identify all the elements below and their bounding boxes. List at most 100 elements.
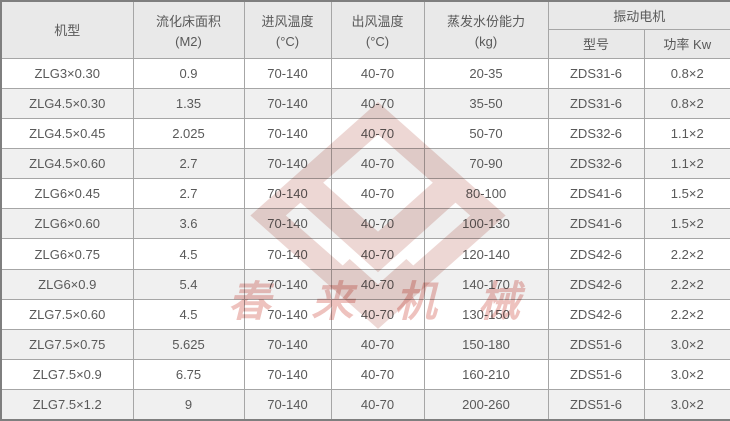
cell-motor-model: ZDS51-6 [547, 389, 645, 421]
cell-inlet-temp: 70-140 [243, 298, 332, 330]
table-row: ZLG4.5×0.45 2.025 70-140 40-70 50-70 ZDS… [0, 117, 730, 149]
cell-motor-model: ZDS32-6 [547, 117, 645, 149]
cell-inlet-temp: 70-140 [243, 208, 332, 240]
cell-bed-area: 2.025 [132, 117, 245, 149]
cell-outlet-temp: 40-70 [330, 238, 425, 270]
cell-model: ZLG3×0.30 [0, 57, 134, 89]
table-row: ZLG4.5×0.60 2.7 70-140 40-70 70-90 ZDS32… [0, 147, 730, 180]
cell-outlet-temp: 40-70 [330, 178, 425, 210]
cell-motor-power: 1.5×2 [643, 208, 730, 240]
cell-outlet-temp: 40-70 [330, 208, 425, 240]
col-header-outlet-temp-unit: (°C) [365, 33, 390, 49]
cell-bed-area: 5.625 [132, 328, 245, 361]
col-header-inlet-temp-unit: (°C) [275, 33, 300, 49]
cell-motor-power: 0.8×2 [643, 57, 730, 89]
cell-bed-area: 4.5 [132, 298, 245, 330]
table-body: ZLG3×0.30 0.9 70-140 40-70 20-35 ZDS31-6… [0, 57, 730, 421]
cell-inlet-temp: 70-140 [243, 117, 332, 149]
cell-evaporation: 120-140 [423, 238, 549, 270]
cell-motor-model: ZDS31-6 [547, 87, 645, 119]
cell-outlet-temp: 40-70 [330, 298, 425, 330]
cell-motor-power: 3.0×2 [643, 328, 730, 361]
cell-motor-model: ZDS42-6 [547, 238, 645, 270]
table-row: ZLG7.5×1.2 9 70-140 40-70 200-260 ZDS51-… [0, 389, 730, 421]
cell-bed-area: 0.9 [132, 57, 245, 89]
col-header-evaporation-label: 蒸发水份能力 [446, 13, 525, 29]
cell-motor-power: 1.1×2 [643, 147, 730, 180]
col-header-outlet-temp: 出风温度 (°C) [330, 0, 425, 59]
cell-motor-model: ZDS32-6 [547, 147, 645, 180]
table-row: ZLG6×0.75 4.5 70-140 40-70 120-140 ZDS42… [0, 238, 730, 270]
cell-motor-model: ZDS41-6 [547, 208, 645, 240]
cell-outlet-temp: 40-70 [330, 87, 425, 119]
table-row: ZLG7.5×0.60 4.5 70-140 40-70 130-150 ZDS… [0, 298, 730, 330]
col-header-vibration-motor: 振动电机 [547, 0, 730, 30]
cell-evaporation: 140-170 [423, 268, 549, 300]
cell-evaporation: 100-130 [423, 208, 549, 240]
col-header-motor-power: 功率 Kw [643, 28, 730, 59]
cell-model: ZLG7.5×0.60 [0, 298, 134, 330]
cell-motor-power: 2.2×2 [643, 268, 730, 300]
table-header: 机型 流化床面积 (M2) 进风温度 (°C) 出风温度 (°C) 蒸发水份能力… [0, 0, 730, 59]
cell-motor-power: 3.0×2 [643, 389, 730, 421]
col-header-evaporation: 蒸发水份能力 (kg) [423, 0, 549, 59]
cell-outlet-temp: 40-70 [330, 268, 425, 300]
cell-inlet-temp: 70-140 [243, 359, 332, 391]
cell-bed-area: 2.7 [132, 178, 245, 210]
cell-motor-model: ZDS51-6 [547, 359, 645, 391]
table-row: ZLG7.5×0.9 6.75 70-140 40-70 160-210 ZDS… [0, 359, 730, 391]
cell-inlet-temp: 70-140 [243, 238, 332, 270]
cell-bed-area: 1.35 [132, 87, 245, 119]
cell-evaporation: 50-70 [423, 117, 549, 149]
cell-inlet-temp: 70-140 [243, 268, 332, 300]
cell-outlet-temp: 40-70 [330, 389, 425, 421]
cell-outlet-temp: 40-70 [330, 328, 425, 361]
cell-model: ZLG6×0.9 [0, 268, 134, 300]
cell-model: ZLG7.5×0.9 [0, 359, 134, 391]
cell-model: ZLG6×0.60 [0, 208, 134, 240]
cell-motor-power: 1.5×2 [643, 178, 730, 210]
cell-motor-power: 1.1×2 [643, 117, 730, 149]
cell-motor-power: 2.2×2 [643, 298, 730, 330]
col-header-model: 机型 [0, 0, 134, 59]
cell-bed-area: 5.4 [132, 268, 245, 300]
cell-inlet-temp: 70-140 [243, 328, 332, 361]
table-row: ZLG4.5×0.30 1.35 70-140 40-70 35-50 ZDS3… [0, 87, 730, 119]
col-header-outlet-temp-label: 出风温度 [351, 13, 404, 29]
cell-motor-power: 3.0×2 [643, 359, 730, 391]
cell-motor-power: 2.2×2 [643, 238, 730, 270]
col-header-bed-area-unit: (M2) [175, 33, 202, 49]
cell-evaporation: 70-90 [423, 147, 549, 180]
cell-bed-area: 3.6 [132, 208, 245, 240]
cell-outlet-temp: 40-70 [330, 359, 425, 391]
cell-bed-area: 2.7 [132, 147, 245, 180]
col-header-model-label: 机型 [54, 23, 81, 39]
cell-inlet-temp: 70-140 [243, 147, 332, 180]
cell-evaporation: 200-260 [423, 389, 549, 421]
cell-bed-area: 4.5 [132, 238, 245, 270]
cell-bed-area: 9 [132, 389, 245, 421]
cell-model: ZLG4.5×0.30 [0, 87, 134, 119]
cell-evaporation: 130-150 [423, 298, 549, 330]
cell-motor-model: ZDS42-6 [547, 268, 645, 300]
col-header-evaporation-unit: (kg) [474, 33, 498, 49]
cell-evaporation: 20-35 [423, 57, 549, 89]
cell-inlet-temp: 70-140 [243, 87, 332, 119]
cell-inlet-temp: 70-140 [243, 57, 332, 89]
table-row: ZLG7.5×0.75 5.625 70-140 40-70 150-180 Z… [0, 328, 730, 361]
cell-model: ZLG4.5×0.45 [0, 117, 134, 149]
cell-outlet-temp: 40-70 [330, 117, 425, 149]
cell-motor-model: ZDS51-6 [547, 328, 645, 361]
cell-model: ZLG7.5×1.2 [0, 389, 134, 421]
cell-evaporation: 150-180 [423, 328, 549, 361]
cell-model: ZLG6×0.45 [0, 178, 134, 210]
cell-outlet-temp: 40-70 [330, 147, 425, 180]
cell-bed-area: 6.75 [132, 359, 245, 391]
cell-motor-model: ZDS42-6 [547, 298, 645, 330]
cell-model: ZLG7.5×0.75 [0, 328, 134, 361]
cell-inlet-temp: 70-140 [243, 389, 332, 421]
table-row: ZLG6×0.9 5.4 70-140 40-70 140-170 ZDS42-… [0, 268, 730, 300]
col-header-motor-model: 型号 [547, 28, 645, 59]
